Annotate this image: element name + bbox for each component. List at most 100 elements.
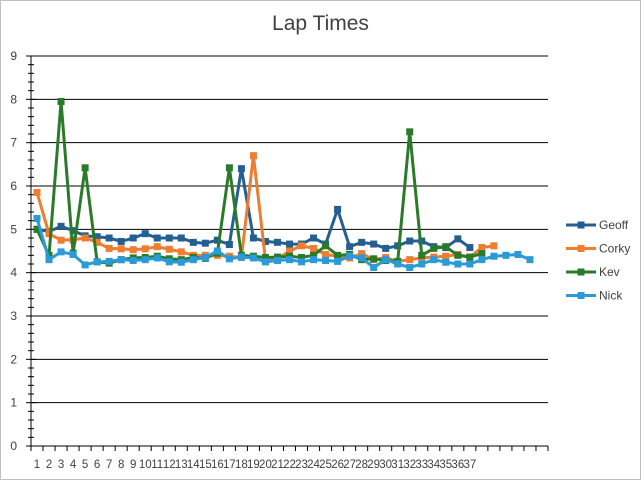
data-point-geoff xyxy=(346,243,354,251)
data-point-nick xyxy=(81,261,89,269)
data-point-kev xyxy=(454,251,462,259)
data-point-nick xyxy=(249,254,257,262)
data-point-corky xyxy=(310,244,318,252)
legend-label: Nick xyxy=(599,289,623,303)
y-tick-label: 8 xyxy=(10,92,17,106)
legend-label: Corky xyxy=(599,242,630,256)
x-tick-label: 24 xyxy=(307,459,320,471)
x-tick-label: 37 xyxy=(463,459,476,471)
x-tick-label: 14 xyxy=(187,459,200,471)
data-point-nick xyxy=(394,260,402,268)
y-tick-label: 2 xyxy=(10,352,17,366)
series-corky xyxy=(33,152,498,265)
legend-marker xyxy=(577,221,585,229)
data-point-kev xyxy=(478,250,486,258)
data-point-corky xyxy=(33,189,41,196)
data-point-geoff xyxy=(141,230,149,238)
data-point-nick xyxy=(201,254,209,261)
data-point-geoff xyxy=(165,234,173,242)
data-point-nick xyxy=(334,257,342,265)
data-point-nick xyxy=(177,258,185,266)
x-tick-label: 22 xyxy=(283,459,296,471)
data-point-geoff xyxy=(382,244,390,252)
data-point-nick xyxy=(310,256,318,264)
data-point-geoff xyxy=(69,227,77,235)
data-point-kev xyxy=(57,98,65,105)
x-tick-label: 30 xyxy=(379,459,392,471)
legend: Geoff Corky Kev Nick xyxy=(566,218,630,303)
data-point-corky xyxy=(358,250,366,258)
data-point-kev xyxy=(225,164,233,172)
y-tick-label: 5 xyxy=(10,222,17,236)
data-point-nick xyxy=(141,256,149,264)
data-point-geoff xyxy=(406,237,414,245)
x-tick-label: 13 xyxy=(175,459,188,471)
data-point-nick xyxy=(358,254,366,262)
data-point-kev xyxy=(370,255,378,263)
x-tick-label: 34 xyxy=(427,459,440,471)
data-point-kev xyxy=(322,242,330,250)
x-tick-label: 36 xyxy=(451,459,464,471)
data-point-kev xyxy=(81,164,89,172)
x-tick-label: 9 xyxy=(130,459,136,471)
data-point-nick xyxy=(430,256,438,264)
legend-item-kev: Kev xyxy=(566,265,620,279)
x-tick-label: 19 xyxy=(247,459,260,471)
x-tick-label: 33 xyxy=(415,459,428,471)
x-tick-label: 25 xyxy=(319,459,332,471)
data-point-nick xyxy=(57,248,65,256)
y-tick-label: 6 xyxy=(10,179,17,193)
x-tick-label: 8 xyxy=(118,459,124,471)
x-tick-label: 21 xyxy=(271,459,284,471)
data-point-nick xyxy=(370,263,378,271)
data-point-nick xyxy=(490,252,498,260)
data-point-nick xyxy=(69,250,77,258)
data-point-geoff xyxy=(261,237,269,245)
x-tick-label: 16 xyxy=(211,459,224,471)
data-point-kev xyxy=(261,254,269,261)
x-tick-label: 1 xyxy=(34,459,40,471)
data-point-geoff xyxy=(358,238,366,246)
legend-item-nick: Nick xyxy=(566,289,623,303)
data-point-geoff xyxy=(334,205,342,213)
data-point-geoff xyxy=(57,222,65,230)
data-point-corky xyxy=(57,236,65,244)
x-tick-label: 11 xyxy=(151,459,163,471)
data-point-nick xyxy=(213,247,221,255)
legend-marker xyxy=(577,268,585,276)
data-point-corky xyxy=(45,230,53,238)
y-tick-label: 0 xyxy=(10,439,17,453)
data-point-corky xyxy=(478,244,486,252)
data-point-nick xyxy=(442,258,450,266)
x-tick-label: 2 xyxy=(46,459,52,471)
data-point-corky xyxy=(406,256,414,264)
data-point-nick xyxy=(273,257,281,265)
x-tick-label: 32 xyxy=(403,459,416,471)
data-point-geoff xyxy=(105,234,113,242)
gridlines xyxy=(31,55,548,404)
data-point-nick xyxy=(45,256,53,264)
data-point-corky xyxy=(129,246,137,254)
data-point-nick xyxy=(466,260,474,268)
x-tick-label: 27 xyxy=(343,459,356,471)
data-point-geoff xyxy=(286,240,293,248)
data-point-corky xyxy=(177,248,185,256)
data-point-nick xyxy=(418,260,426,268)
data-point-corky xyxy=(298,242,306,250)
data-point-corky xyxy=(117,245,125,253)
chart-title: Lap Times xyxy=(272,12,369,35)
x-tick-label: 18 xyxy=(235,459,248,471)
data-point-corky xyxy=(141,245,149,253)
data-point-kev xyxy=(466,253,474,261)
data-point-nick xyxy=(382,256,390,264)
x-tick-label: 6 xyxy=(94,459,100,471)
data-point-corky xyxy=(93,238,101,246)
data-point-nick xyxy=(478,256,486,264)
legend-marker xyxy=(577,245,585,252)
data-point-geoff xyxy=(177,234,185,242)
data-point-nick xyxy=(93,258,101,266)
data-point-kev xyxy=(310,251,318,259)
data-point-geoff xyxy=(370,240,378,248)
data-point-nick xyxy=(33,215,41,222)
